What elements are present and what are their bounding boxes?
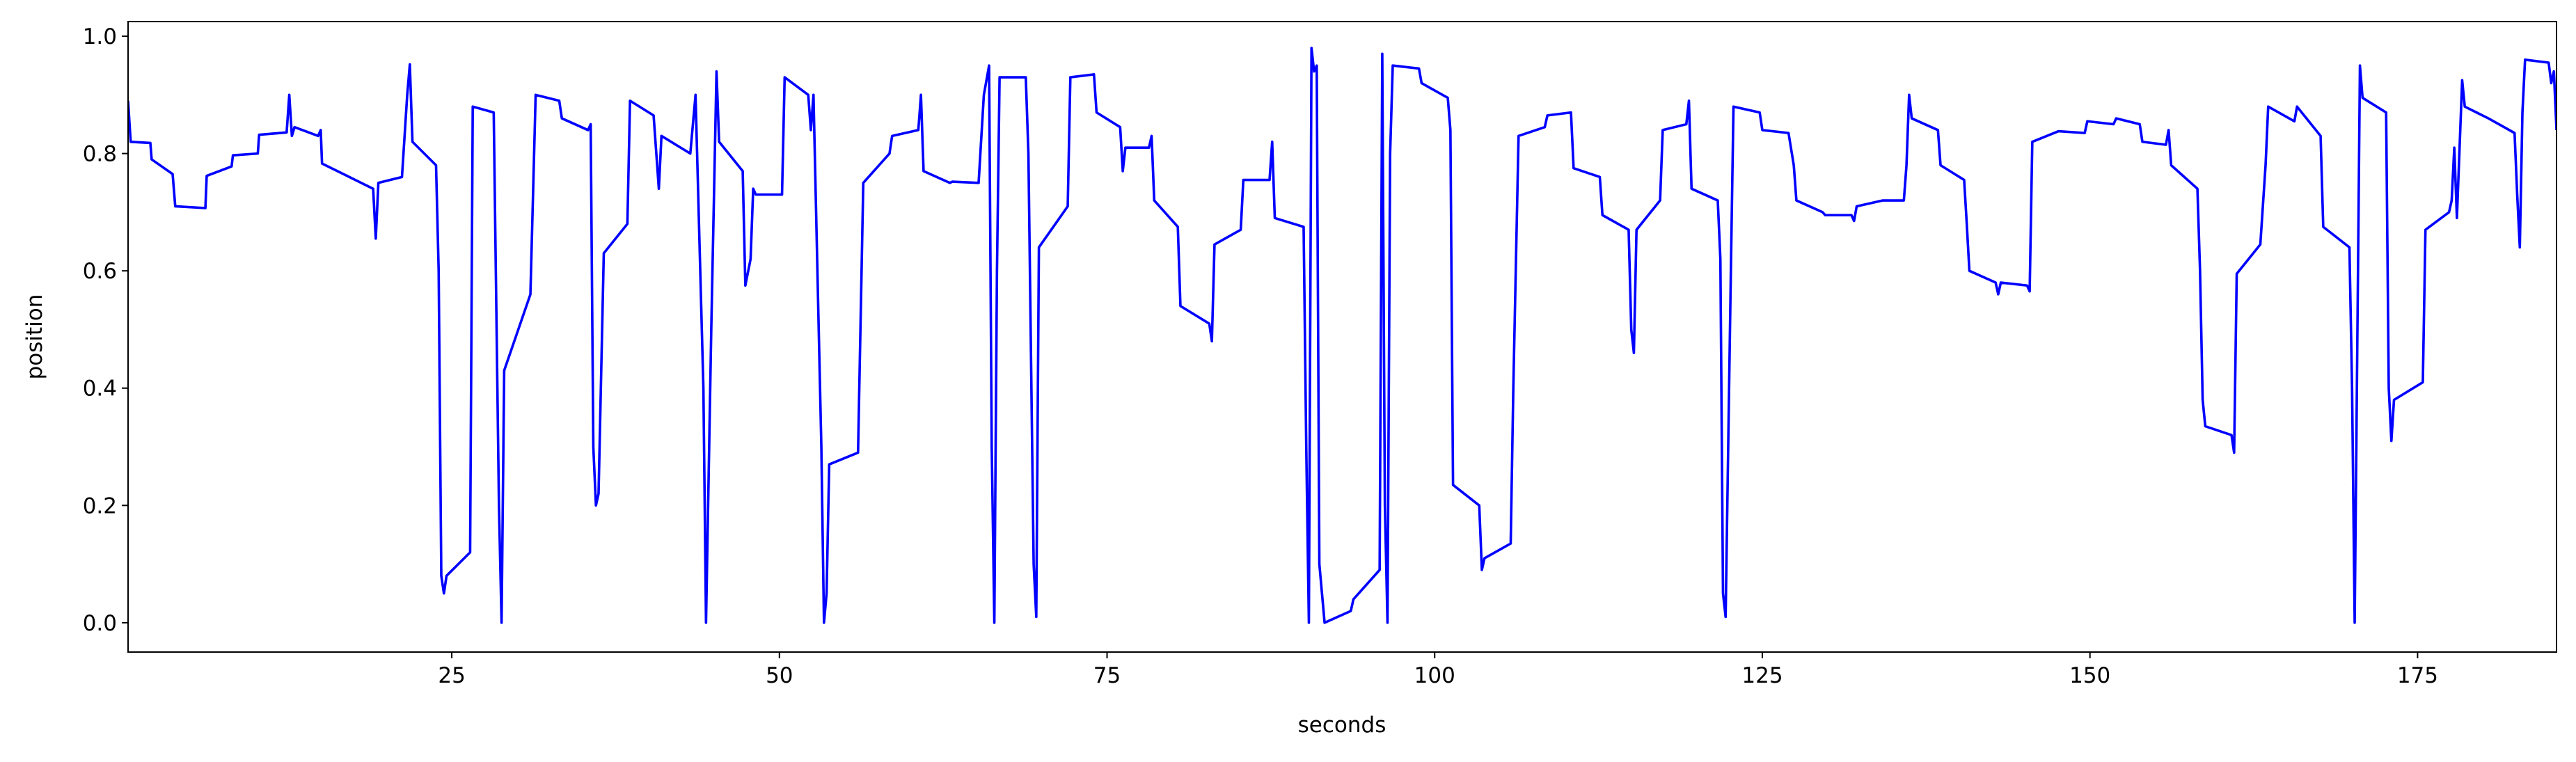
y-tick-label: 0.6: [83, 259, 117, 284]
x-tick-label: 75: [1093, 663, 1121, 688]
x-tick-label: 50: [766, 663, 793, 688]
y-axis-label: position: [22, 294, 47, 380]
y-tick-label: 0.0: [83, 611, 117, 636]
x-tick-label: 175: [2397, 663, 2438, 688]
x-axis-label: seconds: [1298, 713, 1386, 738]
y-tick-label: 0.4: [83, 376, 117, 402]
plot-frame: [127, 21, 2557, 653]
x-tick-label: 100: [1414, 663, 1455, 688]
x-tick-label: 125: [1741, 663, 1783, 688]
y-tick-label: 0.2: [83, 493, 117, 518]
y-tick-label: 0.8: [83, 142, 117, 167]
x-tick-label: 25: [438, 663, 465, 688]
x-tick-label: 150: [2069, 663, 2110, 688]
y-tick-label: 1.0: [83, 24, 117, 49]
data-line: [128, 47, 2557, 624]
